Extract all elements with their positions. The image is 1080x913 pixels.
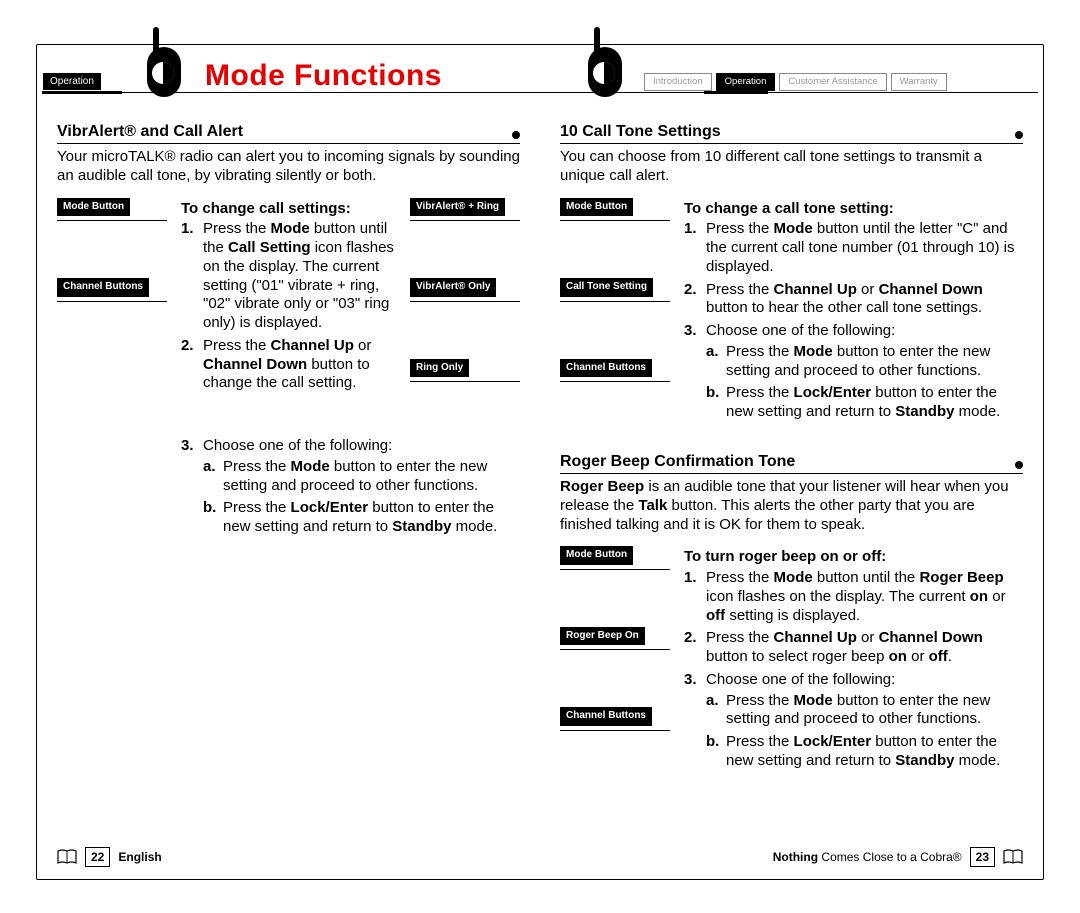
step-3: Choose one of the following: a. Press th… (684, 671, 1023, 771)
label-mode-button: Mode Button (560, 546, 633, 565)
category-tab: Operation (43, 73, 101, 90)
section-heading-rogerbeep: Roger Beep Confirmation Tone (560, 453, 1023, 474)
step-3b: b. Press the Lock/Enter button to enter … (706, 733, 1023, 771)
label-channel-buttons: Channel Buttons (560, 359, 652, 378)
subheading: To change a call tone setting: (684, 200, 1023, 219)
label-mode-button: Mode Button (560, 198, 633, 217)
section-intro: You can choose from 10 different call to… (560, 148, 1023, 186)
right-sect2-row: Mode Button Roger Beep On Channel Button… (560, 544, 1023, 786)
tab-introduction: Introduction (644, 73, 712, 91)
header-left: Operation Mode Functions (37, 45, 540, 99)
step-3: Choose one of the following: a. Press th… (684, 322, 1023, 422)
bullet-icon (1015, 131, 1023, 139)
label-channel-buttons: Channel Buttons (57, 278, 149, 297)
sect1-side-labels: Mode Button Call Tone Setting Channel Bu… (560, 196, 670, 438)
label-call-tone-setting: Call Tone Setting (560, 278, 653, 297)
bullet-icon (1015, 461, 1023, 469)
label-vibralert-only: VibrAlert® Only (410, 278, 496, 297)
footer-language: English (118, 850, 161, 864)
label-ring-only: Ring Only (410, 359, 469, 378)
footer-right: Nothing Comes Close to a Cobra® 23 (773, 847, 1023, 867)
walkie-talkie-icon (568, 27, 640, 99)
sect1-steps: To change a call tone setting: Press the… (684, 196, 1023, 438)
label-mode-button: Mode Button (57, 198, 130, 217)
page-spread: Operation Mode Functions VibrAlert® and … (36, 44, 1044, 880)
label-channel-buttons: Channel Buttons (560, 707, 652, 726)
right-sect1-row: Mode Button Call Tone Setting Channel Bu… (560, 196, 1023, 438)
step-3b: b. Press the Lock/Enter button to enter … (706, 384, 1023, 422)
bullet-icon (512, 131, 520, 139)
sect2-steps: To turn roger beep on or off: Press the … (684, 544, 1023, 786)
step-1: Press the Mode button until the Roger Be… (684, 569, 1023, 625)
page-left: Operation Mode Functions VibrAlert® and … (37, 45, 540, 879)
left-steps-continued: Choose one of the following: a. Press th… (57, 437, 520, 541)
book-icon (1003, 849, 1023, 865)
left-content-row: Mode Button Channel Buttons To change ca… (57, 196, 520, 438)
step-1: Press the Mode button until the letter "… (684, 220, 1023, 276)
section-intro: Roger Beep is an audible tone that your … (560, 478, 1023, 534)
book-icon (57, 849, 77, 865)
page-number-left: 22 (85, 847, 110, 867)
step-2: Press the Channel Up or Channel Down but… (684, 629, 1023, 667)
left-steps-col: To change call settings: Press the Mode … (181, 196, 396, 438)
left-side-labels: Mode Button Channel Buttons (57, 196, 167, 438)
manual-spread: Operation Mode Functions VibrAlert® and … (0, 0, 1080, 913)
tab-warranty: Warranty (891, 73, 947, 91)
footer-tagline: Nothing Comes Close to a Cobra® (773, 850, 962, 864)
subheading: To change call settings: (181, 200, 396, 219)
section-heading-calltone: 10 Call Tone Settings (560, 123, 1023, 144)
step-2: Press the Channel Up or Channel Down but… (181, 337, 396, 393)
tab-operation: Operation (716, 73, 776, 91)
section-intro: Your microTALK® radio can alert you to i… (57, 148, 520, 186)
subheading: To turn roger beep on or off: (684, 548, 1023, 567)
step-2: Press the Channel Up or Channel Down but… (684, 281, 1023, 319)
step-3b: b. Press the Lock/Enter button to enter … (203, 499, 520, 537)
label-roger-beep-on: Roger Beep On (560, 627, 645, 646)
section-heading-vibralert: VibrAlert® and Call Alert (57, 123, 520, 144)
step-3: Choose one of the following: a. Press th… (181, 437, 520, 537)
step-3a: a. Press the Mode button to enter the ne… (706, 692, 1023, 730)
left-right-labels: VibrAlert® + Ring VibrAlert® Only Ring O… (410, 196, 520, 438)
nav-tabs: Introduction Operation Customer Assistan… (644, 73, 1037, 91)
sect2-side-labels: Mode Button Roger Beep On Channel Button… (560, 544, 670, 786)
page-number-right: 23 (970, 847, 995, 867)
step-1: Press the Mode button until the Call Set… (181, 220, 396, 333)
tab-customer-assistance: Customer Assistance (779, 73, 886, 91)
page-right: Introduction Operation Customer Assistan… (540, 45, 1043, 879)
step-3a: a. Press the Mode button to enter the ne… (203, 458, 520, 496)
page-title: Mode Functions (205, 59, 442, 93)
label-vibralert-ring: VibrAlert® + Ring (410, 198, 505, 217)
step-3a: a. Press the Mode button to enter the ne… (706, 343, 1023, 381)
walkie-talkie-icon (127, 27, 199, 99)
header-right: Introduction Operation Customer Assistan… (540, 45, 1043, 99)
footer-left: 22 English (57, 847, 162, 867)
